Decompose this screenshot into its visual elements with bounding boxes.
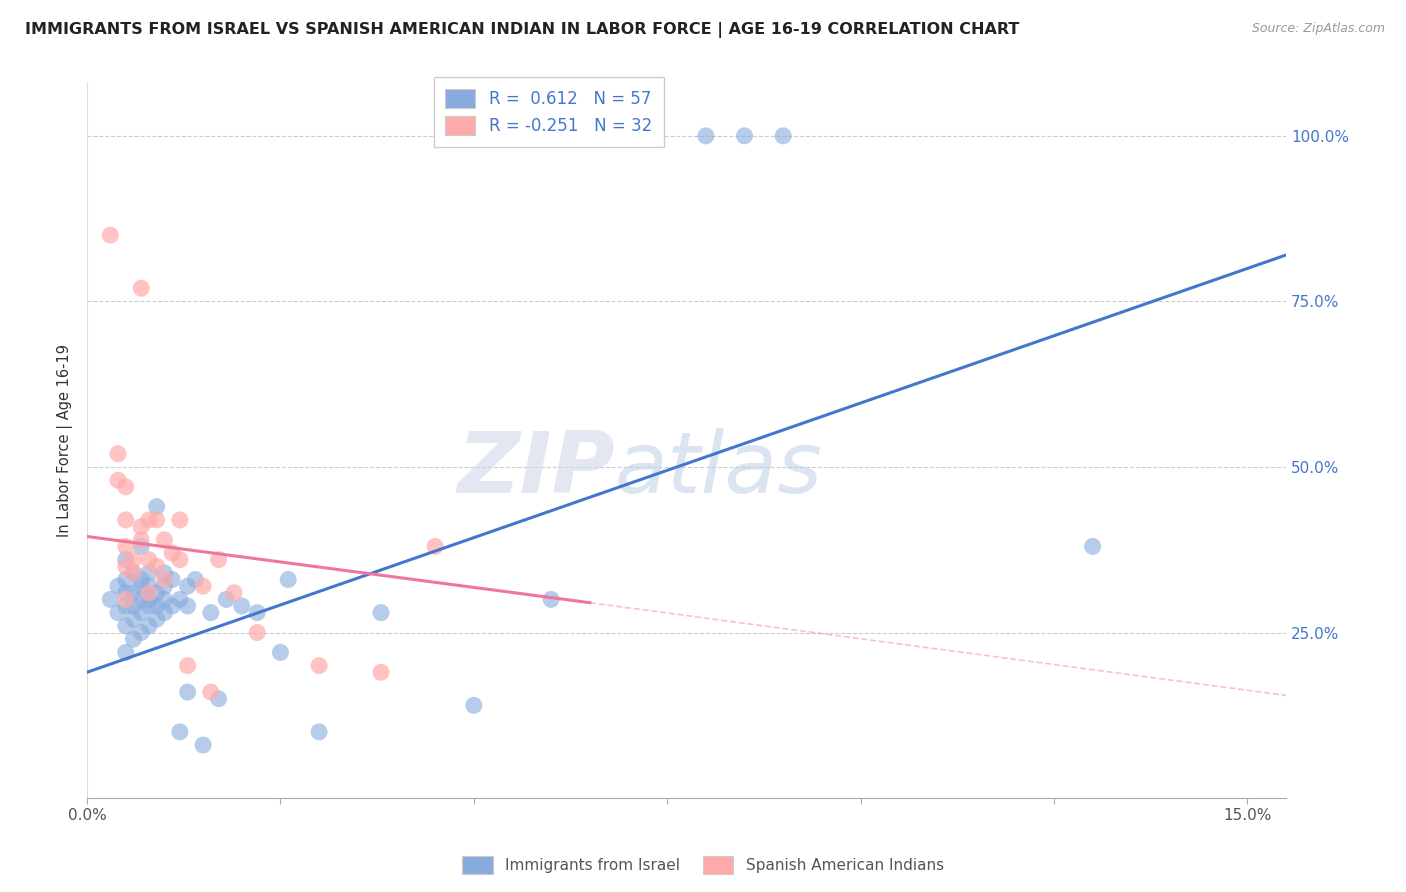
Point: [138, 552, 160, 566]
Point: [246, 625, 269, 640]
Point: [200, 606, 222, 620]
Point: [98, 592, 121, 607]
Point: [153, 566, 176, 580]
Point: [222, 586, 245, 600]
Point: [129, 519, 152, 533]
Point: [308, 724, 330, 739]
Point: [145, 586, 167, 600]
Point: [145, 559, 167, 574]
Point: [129, 533, 152, 547]
Point: [138, 586, 160, 600]
Point: [169, 592, 191, 607]
Point: [114, 540, 136, 554]
Point: [107, 579, 129, 593]
Point: [145, 513, 167, 527]
Point: [129, 281, 152, 295]
Point: [114, 573, 136, 587]
Point: [176, 599, 198, 613]
Point: [138, 592, 160, 607]
Point: [153, 573, 176, 587]
Point: [463, 698, 485, 713]
Point: [207, 691, 229, 706]
Point: [277, 573, 299, 587]
Point: [215, 592, 238, 607]
Point: [200, 685, 222, 699]
Point: [107, 447, 129, 461]
Text: Source: ZipAtlas.com: Source: ZipAtlas.com: [1251, 22, 1385, 36]
Point: [114, 559, 136, 574]
Point: [160, 546, 183, 560]
Point: [308, 658, 330, 673]
Point: [138, 599, 160, 613]
Point: [138, 579, 160, 593]
Point: [153, 579, 176, 593]
Point: [169, 552, 191, 566]
Point: [114, 599, 136, 613]
Point: [114, 552, 136, 566]
Point: [98, 228, 121, 243]
Point: [153, 606, 176, 620]
Point: [246, 606, 269, 620]
Point: [129, 606, 152, 620]
Point: [153, 592, 176, 607]
Point: [176, 579, 198, 593]
Point: [114, 592, 136, 607]
Y-axis label: In Labor Force | Age 16-19: In Labor Force | Age 16-19: [58, 344, 73, 537]
Point: [734, 128, 756, 143]
Point: [176, 658, 198, 673]
Point: [129, 579, 152, 593]
Point: [191, 738, 214, 752]
Point: [138, 513, 160, 527]
Point: [695, 128, 717, 143]
Point: [540, 592, 562, 607]
Legend: R =  0.612   N = 57, R = -0.251   N = 32: R = 0.612 N = 57, R = -0.251 N = 32: [433, 77, 664, 147]
Point: [169, 724, 191, 739]
Point: [145, 599, 167, 613]
Point: [370, 665, 392, 680]
Point: [423, 540, 446, 554]
Point: [269, 645, 291, 659]
Point: [122, 566, 145, 580]
Point: [169, 513, 191, 527]
Point: [145, 500, 167, 514]
Text: atlas: atlas: [614, 427, 823, 510]
Point: [160, 599, 183, 613]
Point: [122, 612, 145, 626]
Point: [370, 606, 392, 620]
Text: ZIP: ZIP: [457, 427, 614, 510]
Point: [122, 566, 145, 580]
Point: [129, 573, 152, 587]
Point: [129, 625, 152, 640]
Point: [122, 632, 145, 647]
Point: [114, 645, 136, 659]
Point: [184, 573, 207, 587]
Point: [138, 619, 160, 633]
Point: [114, 480, 136, 494]
Point: [138, 566, 160, 580]
Point: [207, 552, 229, 566]
Point: [191, 579, 214, 593]
Point: [129, 592, 152, 607]
Point: [122, 599, 145, 613]
Point: [114, 513, 136, 527]
Point: [114, 586, 136, 600]
Point: [122, 552, 145, 566]
Point: [160, 573, 183, 587]
Point: [107, 606, 129, 620]
Point: [153, 533, 176, 547]
Point: [1081, 540, 1104, 554]
Point: [176, 685, 198, 699]
Legend: Immigrants from Israel, Spanish American Indians: Immigrants from Israel, Spanish American…: [456, 850, 950, 880]
Text: IMMIGRANTS FROM ISRAEL VS SPANISH AMERICAN INDIAN IN LABOR FORCE | AGE 16-19 COR: IMMIGRANTS FROM ISRAEL VS SPANISH AMERIC…: [25, 22, 1019, 38]
Point: [772, 128, 794, 143]
Point: [114, 619, 136, 633]
Point: [231, 599, 253, 613]
Point: [145, 612, 167, 626]
Point: [107, 473, 129, 487]
Point: [122, 586, 145, 600]
Point: [129, 540, 152, 554]
